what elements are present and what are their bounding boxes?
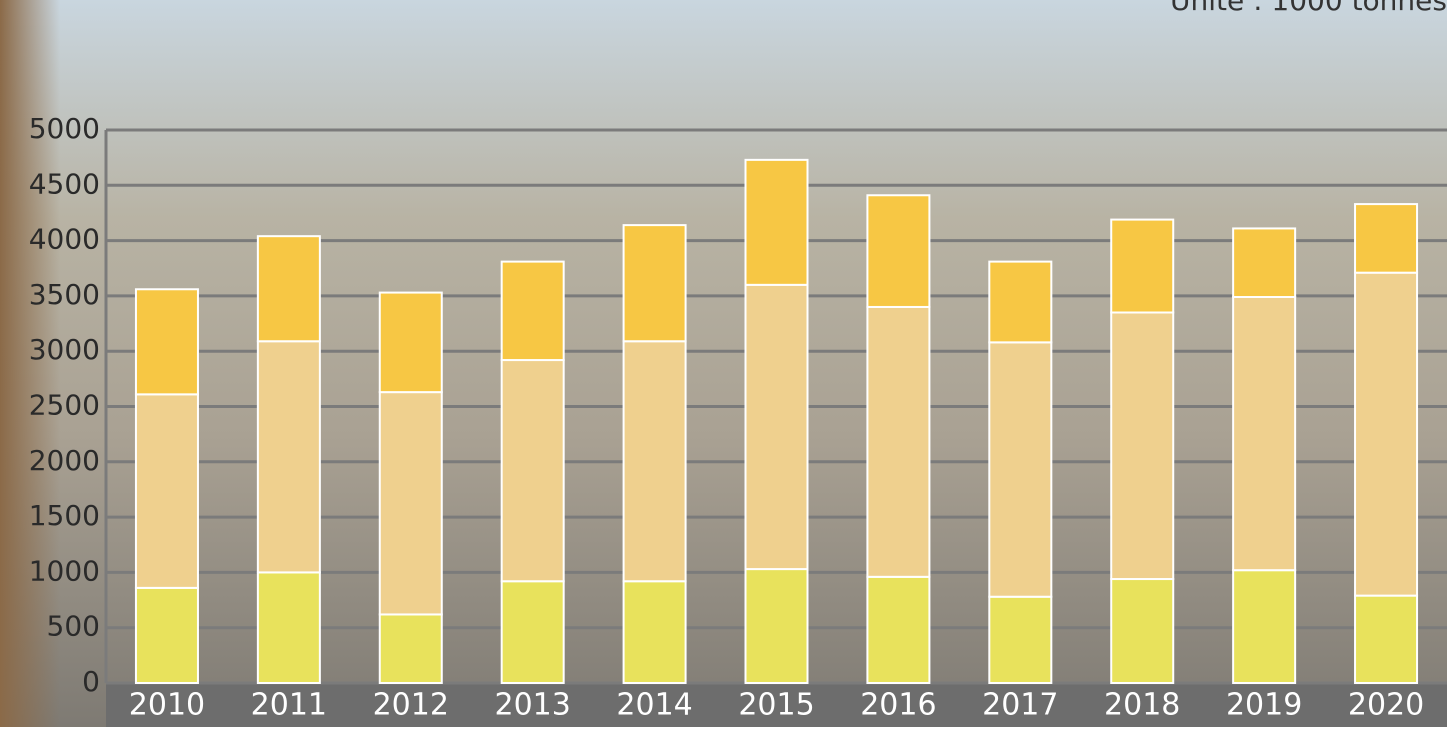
x-tick-label: 2015	[738, 688, 814, 723]
bar-segment	[380, 392, 442, 614]
y-tick-label: 2000	[29, 444, 100, 477]
x-tick-label: 2011	[251, 688, 327, 723]
bar-segment	[1233, 228, 1295, 297]
bar-segment	[258, 236, 320, 341]
bar-segment	[624, 581, 686, 683]
x-tick-label: 2012	[373, 688, 449, 723]
bar-segment	[1233, 297, 1295, 570]
bar-segment	[1111, 579, 1173, 683]
bar-segment	[989, 262, 1051, 343]
y-tick-label: 1500	[29, 499, 100, 532]
bar-segment	[746, 285, 808, 569]
y-tick-label: 2500	[29, 389, 100, 422]
bar-segment	[1233, 570, 1295, 683]
bar-segment	[867, 195, 929, 307]
bar-segment	[624, 341, 686, 581]
bar-segment	[380, 614, 442, 683]
bar-segment	[136, 394, 198, 588]
y-tick-label: 3000	[29, 333, 100, 366]
bar-segment	[502, 581, 564, 683]
bar-segment	[258, 341, 320, 572]
x-tick-label: 2010	[129, 688, 205, 723]
bar-segment	[1355, 204, 1417, 273]
bar-segment	[1355, 596, 1417, 683]
y-tick-label: 3500	[29, 278, 100, 311]
y-tick-label: 500	[47, 610, 100, 643]
unit-label: Unité : 1000 tonnes	[1170, 0, 1447, 17]
x-tick-label: 2018	[1104, 688, 1180, 723]
background-photo	[0, 0, 1447, 727]
bar-segment	[258, 572, 320, 683]
bar-segment	[1355, 273, 1417, 596]
bar-segment	[1111, 312, 1173, 579]
bar-segment	[867, 577, 929, 683]
y-tick-label: 5000	[29, 112, 100, 145]
x-tick-label: 2013	[495, 688, 571, 723]
x-tick-label: 2020	[1348, 688, 1424, 723]
y-tick-label: 4000	[29, 223, 100, 256]
x-tick-label: 2019	[1226, 688, 1302, 723]
x-tick-label: 2014	[616, 688, 692, 723]
y-tick-label: 1000	[29, 554, 100, 587]
bar-segment	[746, 160, 808, 285]
bar-segment	[1111, 220, 1173, 313]
y-tick-label: 4500	[29, 167, 100, 200]
bar-segment	[502, 262, 564, 360]
bar-segment	[380, 293, 442, 393]
bar-segment	[989, 342, 1051, 596]
bar-segment	[136, 289, 198, 394]
x-tick-label: 2017	[982, 688, 1058, 723]
y-tick-label: 0	[82, 665, 100, 698]
chart: Unité : 1000 tonnes 0 500 1000 1500 2000 2500…	[0, 0, 1447, 727]
x-tick-label: 2016	[860, 688, 936, 723]
bar-segment	[989, 597, 1051, 683]
bar-segment	[746, 569, 808, 683]
bar-segment	[867, 307, 929, 577]
bar-segment	[624, 225, 686, 341]
bar-segment	[502, 360, 564, 581]
bar-segment	[136, 588, 198, 683]
